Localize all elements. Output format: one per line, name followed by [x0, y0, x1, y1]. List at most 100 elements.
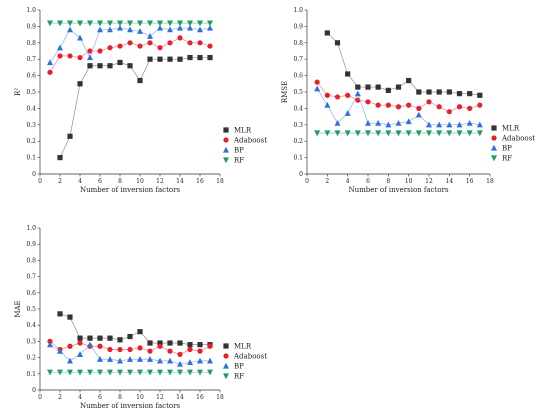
data-point: [415, 111, 422, 118]
series-bp: [47, 341, 213, 367]
data-point: [344, 130, 351, 137]
data-point: [67, 53, 73, 59]
legend: MLR Adaboost BP RF: [491, 125, 535, 163]
data-point: [476, 121, 483, 128]
data-point: [395, 119, 402, 126]
data-point: [117, 43, 123, 49]
y-tick-label: 0.1: [293, 155, 303, 162]
data-point: [167, 26, 173, 33]
data-point: [177, 24, 183, 31]
x-tick-label: 4: [78, 178, 82, 185]
data-point: [375, 119, 382, 126]
data-point: [207, 20, 213, 27]
data-point: [345, 92, 351, 98]
data-point: [197, 348, 203, 354]
y-tick-label: 0.3: [26, 122, 36, 129]
y-tick-label: 0.6: [293, 73, 303, 80]
x-tick-label: 0: [38, 394, 42, 401]
data-point: [365, 130, 371, 137]
data-point: [157, 340, 163, 346]
y-tick-label: 0.8: [293, 40, 303, 47]
data-point: [177, 56, 183, 62]
data-point: [197, 54, 203, 61]
y-tick-label: 0.5: [293, 89, 303, 96]
data-point: [137, 20, 143, 27]
data-point: [426, 99, 432, 105]
y-tick-label: 0.4: [26, 322, 36, 329]
y-tick-label: 0.5: [26, 306, 36, 313]
series-mlr: [324, 30, 483, 98]
data-point: [167, 357, 173, 364]
data-point: [137, 369, 143, 376]
x-tick-label: 0: [38, 178, 42, 185]
data-point: [117, 59, 123, 66]
legend-label: MLR: [234, 343, 252, 351]
data-point: [385, 87, 391, 93]
data-point: [355, 84, 361, 90]
x-tick-label: 16: [466, 178, 474, 185]
data-point: [187, 20, 193, 27]
data-point: [324, 30, 330, 36]
data-point: [67, 314, 73, 320]
data-point: [477, 92, 483, 98]
data-point: [87, 63, 93, 69]
data-point: [375, 102, 381, 108]
data-point: [187, 54, 193, 61]
y-tick-label: 0.2: [293, 138, 303, 145]
data-point: [385, 130, 392, 137]
data-point: [416, 105, 422, 111]
data-point: [137, 345, 143, 351]
data-point: [334, 119, 341, 126]
data-point: [87, 20, 93, 27]
x-tick-label: 18: [216, 178, 224, 185]
data-point: [207, 369, 213, 376]
data-point: [314, 79, 320, 85]
data-point: [127, 333, 133, 340]
data-point: [157, 45, 163, 51]
data-point: [177, 369, 183, 376]
x-tick-label: 12: [425, 178, 433, 185]
data-point: [117, 346, 123, 353]
data-point: [137, 43, 143, 49]
y-tick-label: 0.7: [293, 56, 303, 63]
data-point: [197, 342, 203, 348]
data-point: [47, 59, 53, 66]
data-point: [97, 63, 103, 69]
data-point: [446, 89, 452, 95]
y-tick-label: 1.0: [293, 7, 303, 14]
y-tick-label: 1.0: [26, 225, 36, 232]
data-point: [456, 91, 463, 97]
legend-marker: [491, 144, 497, 151]
data-point: [87, 341, 93, 348]
legend: MLR Adaboost BP RF: [223, 343, 267, 381]
data-point: [406, 102, 412, 108]
data-point: [57, 53, 63, 59]
series-line: [59, 57, 210, 158]
data-point: [67, 26, 73, 33]
data-point: [87, 48, 93, 54]
data-point: [107, 26, 113, 33]
data-point: [436, 121, 443, 128]
data-point: [47, 20, 53, 27]
y-tick-label: 0.8: [26, 40, 36, 47]
x-tick-label: 6: [98, 394, 102, 401]
data-point: [207, 24, 213, 31]
data-point: [97, 48, 103, 54]
y-axis-label: MAE: [14, 300, 22, 317]
data-point: [324, 101, 331, 108]
data-point: [344, 110, 351, 116]
y-tick-label: 0.2: [26, 355, 36, 362]
legend-marker: [223, 373, 229, 380]
data-point: [147, 348, 153, 354]
legend-marker: [223, 353, 229, 359]
x-tick-label: 16: [196, 394, 204, 401]
chart-panel-top-right: 0 2 4 6 8 10 12 14 16 18 0 0.1 0.2 0.3 0.4 0.5 0.6 0.7 0.8…: [281, 7, 535, 194]
data-point: [334, 94, 341, 100]
data-point: [77, 81, 83, 87]
data-point: [426, 89, 432, 95]
data-point: [467, 91, 473, 97]
data-point: [187, 359, 193, 366]
data-point: [127, 20, 133, 27]
series-adaboost: [47, 35, 213, 75]
